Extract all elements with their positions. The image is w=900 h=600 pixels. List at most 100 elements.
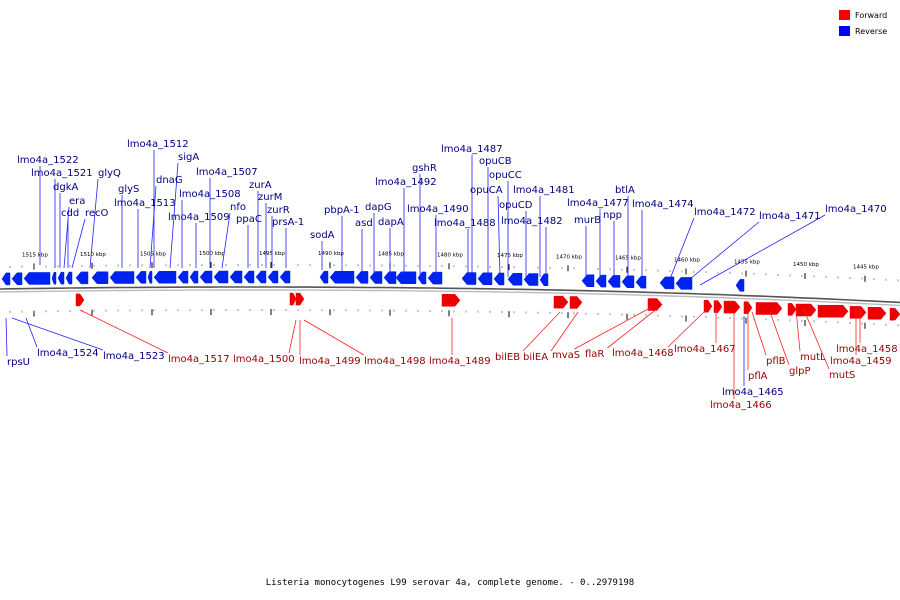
legend-label-forward: Forward xyxy=(855,11,887,20)
gene-label-reco: recO xyxy=(85,208,109,219)
gene-arrow xyxy=(607,275,621,288)
leader-line xyxy=(63,206,70,269)
gene-arrow xyxy=(135,271,147,284)
leader-line xyxy=(79,309,169,354)
gene-label-era: era xyxy=(69,196,85,207)
gene-arrow xyxy=(441,294,461,307)
gene-arrow xyxy=(427,271,443,285)
gene-label-soda: sodA xyxy=(310,230,335,241)
gene-label-lmo4a-1513: lmo4a_1513 xyxy=(114,198,176,209)
gene-label-mutl: mutL xyxy=(800,352,826,363)
gene-label-opuca: opuCA xyxy=(470,185,503,196)
scale-label: 1455 kbp xyxy=(734,260,760,266)
gene-arrow xyxy=(581,274,595,287)
gene-arrow xyxy=(787,303,797,316)
gene-arrow xyxy=(153,270,177,284)
scale-label: 1510 kbp xyxy=(80,252,106,258)
leader-line xyxy=(667,217,695,285)
leader-line xyxy=(11,317,104,351)
gene-arrow xyxy=(569,296,583,309)
gene-label-lmo4a-1523: lmo4a_1523 xyxy=(103,351,165,362)
gene-arrow xyxy=(147,271,153,284)
gene-arrow xyxy=(213,270,229,284)
gene-arrow xyxy=(395,271,417,285)
reverse-genes xyxy=(1,270,745,292)
gene-label-nfo: nfo xyxy=(230,202,246,213)
gene-label-rpsu: rpsU xyxy=(7,357,30,368)
scale-label: 1490 kbp xyxy=(318,251,344,257)
gene-label-ppac: ppaC xyxy=(236,214,262,225)
legend: Forward Reverse xyxy=(839,10,887,36)
gene-arrow xyxy=(635,275,647,289)
leader-line xyxy=(550,311,579,352)
gene-label-lmo4a-1499: lmo4a_1499 xyxy=(299,356,361,367)
leader-line xyxy=(751,311,767,356)
gene-label-dapg: dapG xyxy=(365,202,392,213)
scale-label: 1445 kbp xyxy=(853,265,879,271)
gene-arrow xyxy=(91,271,109,284)
leader-line xyxy=(769,311,790,366)
gene-arrow xyxy=(23,272,51,285)
gene-arrow xyxy=(279,270,291,284)
gene-arrow xyxy=(355,271,369,284)
leader-line xyxy=(303,319,365,356)
gene-label-btla: btlA xyxy=(615,185,635,196)
leader-line xyxy=(795,309,801,352)
gene-label-lmo4a-1522: lmo4a_1522 xyxy=(17,155,79,166)
gene-label-lmo4a-1472: lmo4a_1472 xyxy=(694,207,756,218)
genome-backbone xyxy=(0,286,900,307)
gene-label-dapa: dapA xyxy=(378,217,404,228)
gene-label-pflb: pflB xyxy=(766,356,786,367)
gene-label-pfla: pflA xyxy=(748,371,768,382)
gene-label-prsa-1: prsA-1 xyxy=(272,217,304,228)
gene-arrow xyxy=(743,301,753,314)
leader-line xyxy=(574,307,651,350)
leader-line xyxy=(149,185,157,269)
scale-label: 1460 kbp xyxy=(674,257,700,263)
gene-arrow xyxy=(703,299,713,313)
gene-label-glys: glyS xyxy=(118,184,139,195)
legend-swatch-forward xyxy=(839,10,850,20)
gene-label-lmo4a-1459: lmo4a_1459 xyxy=(830,356,892,367)
gene-arrow xyxy=(51,271,57,285)
gene-arrow xyxy=(659,276,675,290)
gene-arrow xyxy=(507,272,523,286)
leader-line xyxy=(89,178,99,269)
gene-arrow xyxy=(417,271,427,285)
gene-arrow xyxy=(867,307,887,320)
gene-arrow xyxy=(889,307,900,321)
gene-label-lmo4a-1509: lmo4a_1509 xyxy=(168,212,230,223)
leader-line xyxy=(522,311,561,352)
gene-arrow xyxy=(849,306,867,319)
gene-label-flar: flaR xyxy=(585,349,604,360)
gene-label-siga: sigA xyxy=(178,152,199,163)
gene-arrow xyxy=(243,270,255,284)
gene-arrow xyxy=(177,270,189,284)
gene-label-lmo4a-1489: lmo4a_1489 xyxy=(429,356,491,367)
gene-label-dgka: dgkA xyxy=(53,182,78,193)
gene-label-muts: mutS xyxy=(829,370,855,381)
scale-label: 1475 kbp xyxy=(497,253,523,259)
backbone-shadow xyxy=(0,289,900,307)
gene-label-lmo4a-1470: lmo4a_1470 xyxy=(825,204,887,215)
gene-label-zurr: zurR xyxy=(267,205,290,216)
scale-label: 1505 kbp xyxy=(140,251,166,257)
gene-label-asd: asd xyxy=(355,218,373,229)
gene-arrow xyxy=(255,270,267,284)
scale-label: 1480 kbp xyxy=(437,252,463,258)
gene-label-lmo4a-1465: lmo4a_1465 xyxy=(722,387,784,398)
leader-line xyxy=(25,317,38,348)
gene-label-dnag: dnaG xyxy=(156,175,183,186)
leader-line xyxy=(497,195,501,278)
genome-caption: Listeria monocytogenes L99 serovar 4a, c… xyxy=(265,578,635,588)
gene-arrow xyxy=(11,272,23,285)
gene-arrow xyxy=(75,293,85,307)
gene-arrow xyxy=(539,273,549,287)
gene-label-lmo4a-1488: lmo4a_1488 xyxy=(434,218,496,229)
gene-label-glyq: glyQ xyxy=(98,168,121,179)
gene-arrow xyxy=(461,272,477,285)
gene-arrow xyxy=(723,300,741,314)
